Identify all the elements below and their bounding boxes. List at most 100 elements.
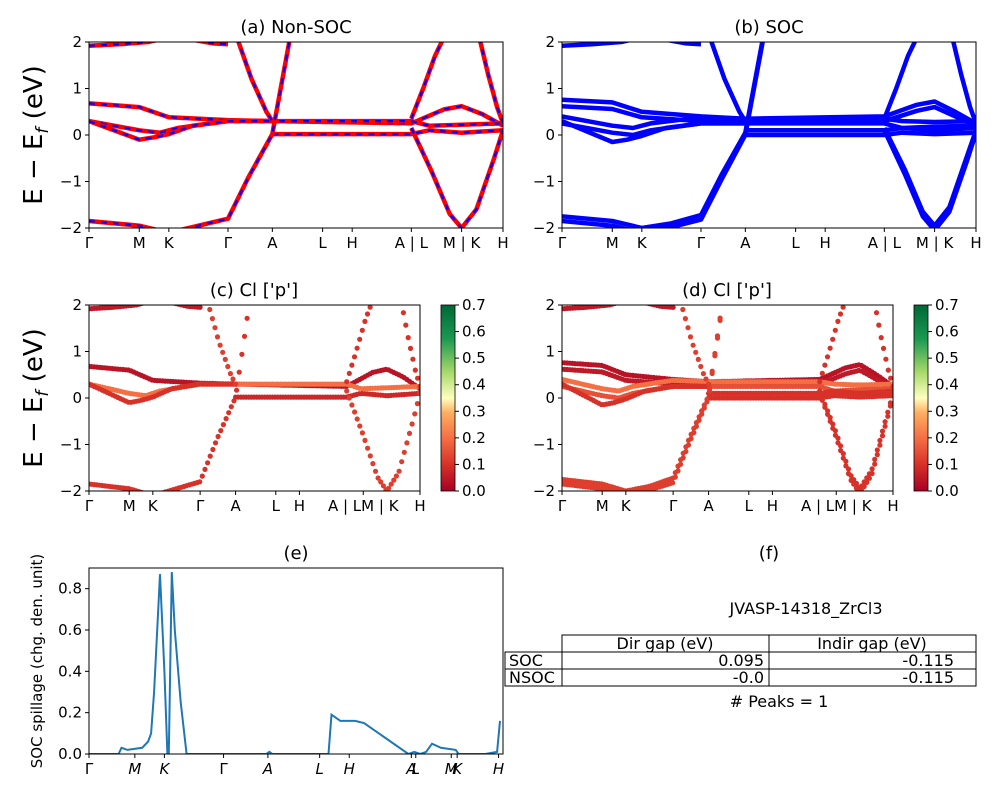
projected-band-point [880, 345, 887, 351]
panel-e-plot: Γ M K Γ A L H AL MK H0.00.20.40.60.8 [58, 572, 504, 778]
projected-band-point [357, 336, 363, 342]
panel-c-colorbar-tick-label: 0.6 [462, 323, 486, 341]
panel-d-colorbar-tick-label: 0.4 [935, 376, 959, 394]
projected-band-point [226, 410, 232, 416]
soc-band-line [882, 42, 918, 120]
projected-band-point [882, 423, 888, 429]
projected-band-point [412, 367, 418, 373]
projected-band-point [874, 447, 880, 453]
projected-band-point [706, 381, 712, 387]
panel-b-xtick-label: M [606, 234, 619, 252]
panel-b-xtick-label: H [970, 234, 981, 252]
projected-band-point [234, 387, 240, 393]
projected-band-point [700, 371, 707, 377]
panel-a-title: (a) Non-SOC [240, 17, 351, 38]
projected-band-point [869, 470, 875, 477]
projected-band-point [643, 305, 645, 306]
projected-band-point [158, 299, 163, 304]
projected-band-point [170, 305, 172, 306]
panel-c-xtick-label: Γ [85, 497, 94, 515]
projected-band-point [239, 351, 245, 357]
soc-band-line [562, 42, 702, 48]
projected-band-point [159, 490, 161, 491]
projected-band-point [709, 370, 715, 377]
soc-band-line [709, 42, 748, 123]
projected-band-point [701, 405, 707, 411]
projected-band-point [349, 362, 355, 368]
projected-band-point [678, 461, 684, 467]
panel-d-colorbar [913, 304, 929, 492]
panel-b-xtick-label: A | L [868, 234, 902, 252]
projected-band-point [672, 474, 678, 480]
nsoc-band-dashed [410, 42, 443, 120]
gap-table: Dir gap (eV) Indir gap (eV) SOC 0.095 -0… [504, 634, 977, 687]
panel-d-frame [561, 304, 894, 492]
panel-e-xtick-label: Γ [219, 760, 228, 778]
panel-d-xtick-label: H [767, 497, 778, 515]
projected-band-point [344, 388, 350, 394]
soc-band-line [745, 130, 976, 138]
projected-band-point [874, 452, 880, 458]
nsoc-band-dashed [89, 120, 503, 134]
projected-band-point [344, 379, 350, 385]
projected-band-point [207, 453, 213, 459]
projected-band-point [872, 456, 878, 462]
soc-band-line [745, 125, 976, 133]
panel-b-ytick-label: −2 [533, 219, 555, 237]
soc-band-line [562, 114, 976, 131]
panel-d-ytick-label: 0 [545, 389, 555, 407]
panel-f-peaks: # Peaks = 1 [730, 692, 829, 711]
projected-band-point [401, 449, 407, 455]
projected-band-point [685, 325, 691, 331]
projected-band-point [215, 433, 221, 440]
nsoc-band-dashed [89, 120, 273, 141]
panel-c-xtick-label: A | LM | K [328, 497, 400, 515]
nsoc-band-dashed [410, 127, 503, 228]
projected-band-point [890, 383, 893, 389]
projected-band-point [163, 299, 168, 304]
projected-band-point [827, 345, 833, 351]
projected-band-point [359, 327, 365, 333]
panel-d-colorbar-tick-label: 0.3 [935, 402, 959, 420]
projected-band-point [861, 483, 867, 490]
projected-band-point [859, 488, 865, 491]
projected-band-point [830, 336, 836, 342]
panel-d-xtick-label: Γ [558, 497, 567, 515]
table-cell-soc-dir: 0.095 [718, 651, 764, 670]
panel-b-ytick-label: −1 [533, 173, 555, 191]
panel-a-xtick-label: M [133, 234, 146, 252]
projected-band-point [364, 311, 371, 317]
panel-e: (e) Γ M K Γ A L H AL MK H0.00.20.40.60.8 SOC spil… [28, 543, 504, 778]
projected-band-point [136, 489, 142, 491]
projected-band-point [233, 381, 239, 387]
projected-band-point [136, 305, 142, 307]
projected-band-point [840, 305, 846, 310]
nsoc-band-dashed [272, 129, 503, 136]
panel-e-xtick-label: Γ [85, 760, 94, 778]
panel-c-ytick-label: 2 [72, 296, 82, 314]
projected-band-point [623, 298, 628, 303]
projected-band-point [717, 317, 723, 323]
spillage-line [89, 572, 501, 754]
panel-b-xtick-label: K [637, 234, 648, 252]
panel-d-xtick-label: A [703, 497, 714, 515]
projected-band-point [693, 423, 700, 429]
projected-band-point [161, 299, 166, 304]
projected-band-point [412, 411, 418, 417]
nsoc-band-dashed [89, 42, 229, 47]
projected-band-point [222, 356, 228, 362]
panel-e-ytick-label: 0.2 [58, 704, 82, 722]
projected-band-point [817, 379, 823, 385]
panel-e-xtick-label: A [262, 760, 273, 778]
projected-band-point [822, 404, 828, 410]
projected-band-point [225, 363, 231, 370]
projected-band-point [197, 305, 203, 310]
projected-band-point [620, 299, 625, 304]
projected-band-point [843, 298, 848, 303]
projected-band-point [670, 480, 676, 486]
projected-band-point [372, 468, 379, 474]
projected-band-point [830, 425, 836, 431]
panel-c-colorbar-tick-label: 0.0 [462, 482, 486, 500]
